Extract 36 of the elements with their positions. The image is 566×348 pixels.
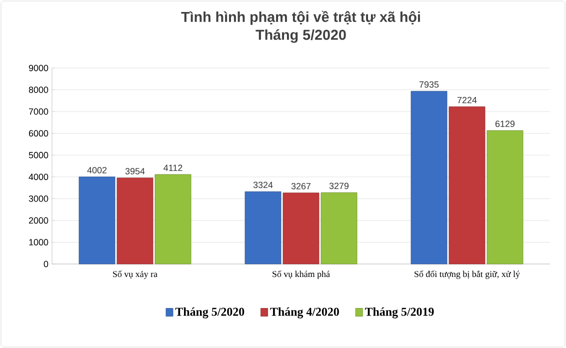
y-tick-label: 4000	[28, 174, 48, 180]
y-tick-label: 3000	[28, 195, 48, 202]
bar	[410, 91, 448, 264]
bar	[116, 178, 154, 264]
bar	[448, 106, 486, 264]
y-tick-label: 8000	[28, 86, 48, 93]
data-label: 7935	[419, 81, 439, 88]
data-label: 4112	[164, 164, 182, 171]
legend-label: Tháng 5/2020	[175, 307, 244, 318]
bar	[282, 192, 320, 264]
bar	[244, 191, 282, 264]
y-tick-label: 7000	[28, 108, 48, 115]
x-tick-label: Số đối tượng bị bắt giữ, xử lý	[414, 270, 520, 279]
legend-label: Tháng 4/2020	[270, 307, 339, 318]
bar	[78, 176, 116, 264]
x-tick-label: Số vụ xảy ra	[113, 270, 158, 279]
data-label: 3267	[291, 182, 311, 190]
y-tick-label: 6000	[28, 130, 48, 137]
x-tick-label: Số vụ khám phá	[272, 270, 330, 279]
chart-subtitle: Tháng 5/2020	[256, 29, 346, 43]
data-label: 3954	[125, 168, 145, 174]
data-label: 7224	[457, 96, 477, 104]
data-label: 3279	[329, 182, 349, 190]
y-tick-label: 9000	[28, 64, 48, 72]
bar	[320, 192, 358, 264]
chart-title: Tình hình phạm tội về trật tự xã hội	[181, 10, 420, 25]
y-tick-label: 0	[44, 260, 48, 268]
data-label: 4002	[87, 166, 107, 174]
y-tick-label: 1000	[29, 239, 48, 246]
data-label: 3324	[253, 182, 273, 188]
bar	[486, 130, 524, 264]
legend-label: Tháng 5/2019	[364, 307, 434, 318]
y-tick-label: 5000	[28, 152, 48, 158]
data-label: 6129	[495, 120, 515, 128]
bar	[154, 174, 192, 264]
y-tick-label: 2000	[28, 217, 48, 224]
